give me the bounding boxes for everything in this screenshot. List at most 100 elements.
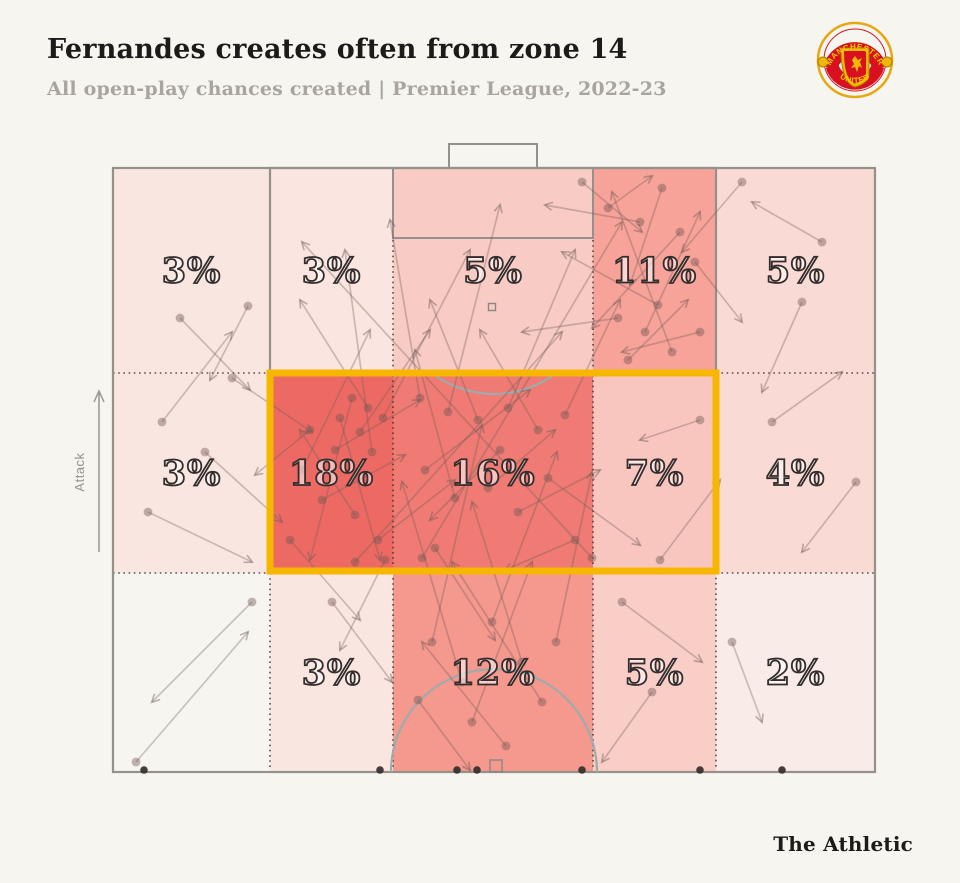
chance-arrow [434,547,497,642]
zone-label: 3% [162,453,222,494]
chance-arrow [559,250,659,306]
chance-arrow [428,449,501,522]
chance-arrow [519,317,619,336]
chance-origin-dot [175,313,185,323]
zone-cell [593,373,716,573]
zone-cell [393,573,593,772]
chance-origin-dot [797,297,807,307]
chance-arrow [420,640,507,747]
chance-origin-dot [317,495,327,505]
chance-origin-dot [415,393,425,403]
baseline-dot [578,766,586,774]
chance-arrow [417,699,472,772]
football-left-icon [817,56,829,68]
chance-origin-dot [335,413,345,423]
chance-arrow [447,202,503,413]
chance-arrow [377,478,457,541]
chance-origin-dot [247,597,257,607]
chance-arrow [607,174,654,209]
chance-origin-dot [467,717,477,727]
chance-origin-dot [587,553,597,563]
chance-arrow [307,397,353,563]
zone-cell [716,573,875,772]
chance-arrow [301,327,372,471]
chance-origin-dot [543,473,553,483]
zone-label: 5% [766,251,826,292]
baseline-dot [696,766,704,774]
chance-arrow [179,317,252,392]
chance-origin-dot [378,413,388,423]
chance-arrow [478,328,539,431]
chance-origin-dot [417,553,427,563]
chance-origin-dot [427,637,437,647]
chance-arrow [644,209,702,333]
chance-origin-dot [727,637,737,647]
chance-origin-dot [487,617,497,627]
zone-cell [270,373,393,573]
baseline-dot [778,766,786,774]
chance-arrow [731,641,764,725]
chance-arrows [131,174,861,772]
chance-origin-dot [380,555,390,565]
zone-label: 5% [625,653,685,694]
attack-arrowhead-icon [93,389,105,403]
zone-cell [270,168,393,373]
baseline-markers [140,302,786,774]
chance-arrow [600,691,653,764]
chance-origin-dot [623,355,633,365]
zone-fills [113,168,875,772]
chance-arrow [428,297,479,421]
chance-arrow [542,201,641,223]
chance-origin-dot [355,427,365,437]
zone-cell [716,373,875,573]
chance-arrow [694,261,744,324]
zone14-highlight-box [266,369,720,575]
penalty-arc [431,372,557,396]
zone-cell [113,373,270,573]
crest-graphic: MANCHESTER UNITED [816,21,894,99]
chance-origin-dot [420,465,430,475]
chance-origin-dot [350,557,360,567]
centre-circle-arc [389,667,599,773]
chance-arrow [431,422,485,643]
chance-arrow [619,331,701,355]
zone-label: 11% [612,251,697,292]
chance-arrow [331,601,394,684]
chance-origin-dot [537,697,547,707]
chance-origin-dot [327,597,337,607]
chance-origin-dot [603,203,613,213]
chance-arrow [627,187,663,288]
chance-origin-dot [640,327,650,337]
square-marker [489,759,503,773]
chance-origin-dot [501,741,511,751]
chance-origin-dot [450,493,460,503]
chance-arrow [680,181,743,254]
chance-origin-dot [330,445,340,455]
chance-arrow [581,181,644,234]
chance-origin-dot [143,507,153,517]
chance-arrow [590,231,681,330]
chance-arrow [555,469,596,643]
chance-origin-dot [690,257,700,267]
zone-cell [270,573,393,772]
chance-origin-dot [517,657,527,667]
chance-origin-dot [430,543,440,553]
chance-origin-dot [767,417,777,427]
page-subtitle: All open-play chances created | Premier … [47,78,667,100]
zone-label: 4% [766,453,826,494]
chance-arrow [321,453,408,501]
chance-origin-dot [577,177,587,187]
chance-origin-dot [457,677,467,687]
zone-cell [393,373,593,573]
chance-origin-dot [503,403,513,413]
chance-origin-dot [551,637,561,647]
devil-icon [851,56,862,72]
chance-arrow [334,398,422,451]
chance-origin-dot [285,535,295,545]
publisher-wordmark: The Athletic [773,832,913,856]
chance-arrow [359,328,432,433]
chance-arrow [399,479,463,683]
zone-label: 2% [766,653,826,694]
zone-cell [593,573,716,772]
chance-origin-dot [443,407,453,417]
